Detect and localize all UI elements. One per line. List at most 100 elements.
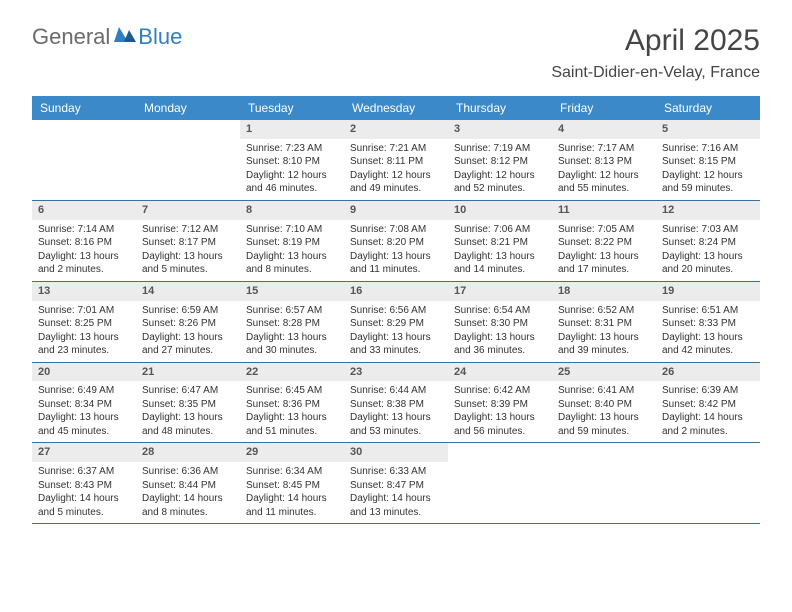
daylight-line: Daylight: 14 hours and 5 minutes. <box>38 492 130 519</box>
day-cell: . <box>136 120 240 200</box>
day-number: 15 <box>240 282 344 301</box>
day-number: 11 <box>552 201 656 220</box>
day-body: Sunrise: 7:08 AMSunset: 8:20 PMDaylight:… <box>344 220 448 281</box>
week-row: ..1Sunrise: 7:23 AMSunset: 8:10 PMDaylig… <box>32 120 760 201</box>
day-number: 7 <box>136 201 240 220</box>
day-cell: 11Sunrise: 7:05 AMSunset: 8:22 PMDayligh… <box>552 201 656 281</box>
day-body: Sunrise: 7:06 AMSunset: 8:21 PMDaylight:… <box>448 220 552 281</box>
day-number: 21 <box>136 363 240 382</box>
day-body: Sunrise: 6:52 AMSunset: 8:31 PMDaylight:… <box>552 301 656 362</box>
day-number: 26 <box>656 363 760 382</box>
sunset-line: Sunset: 8:16 PM <box>38 236 130 250</box>
sunset-line: Sunset: 8:20 PM <box>350 236 442 250</box>
day-number: 17 <box>448 282 552 301</box>
day-number: 19 <box>656 282 760 301</box>
sunset-line: Sunset: 8:31 PM <box>558 317 650 331</box>
daylight-line: Daylight: 13 hours and 45 minutes. <box>38 411 130 438</box>
sunrise-line: Sunrise: 7:08 AM <box>350 223 442 237</box>
daylight-line: Daylight: 13 hours and 11 minutes. <box>350 250 442 277</box>
day-cell: 2Sunrise: 7:21 AMSunset: 8:11 PMDaylight… <box>344 120 448 200</box>
weekday-monday: Monday <box>136 96 240 120</box>
logo-triangle-icon <box>114 24 136 42</box>
day-number: 9 <box>344 201 448 220</box>
daylight-line: Daylight: 13 hours and 5 minutes. <box>142 250 234 277</box>
sunset-line: Sunset: 8:35 PM <box>142 398 234 412</box>
day-number: 8 <box>240 201 344 220</box>
day-cell: 1Sunrise: 7:23 AMSunset: 8:10 PMDaylight… <box>240 120 344 200</box>
day-number: 3 <box>448 120 552 139</box>
day-number: 27 <box>32 443 136 462</box>
sunrise-line: Sunrise: 6:52 AM <box>558 304 650 318</box>
sunrise-line: Sunrise: 6:44 AM <box>350 384 442 398</box>
daylight-line: Daylight: 13 hours and 56 minutes. <box>454 411 546 438</box>
sunset-line: Sunset: 8:45 PM <box>246 479 338 493</box>
daylight-line: Daylight: 13 hours and 23 minutes. <box>38 331 130 358</box>
day-body: Sunrise: 6:54 AMSunset: 8:30 PMDaylight:… <box>448 301 552 362</box>
sunrise-line: Sunrise: 6:45 AM <box>246 384 338 398</box>
day-body: Sunrise: 6:49 AMSunset: 8:34 PMDaylight:… <box>32 381 136 442</box>
day-cell: 22Sunrise: 6:45 AMSunset: 8:36 PMDayligh… <box>240 363 344 443</box>
day-cell: . <box>656 443 760 523</box>
header: General Blue April 2025 Saint-Didier-en-… <box>0 0 792 90</box>
day-cell: . <box>552 443 656 523</box>
day-number: 28 <box>136 443 240 462</box>
day-cell: 15Sunrise: 6:57 AMSunset: 8:28 PMDayligh… <box>240 282 344 362</box>
day-body: Sunrise: 7:01 AMSunset: 8:25 PMDaylight:… <box>32 301 136 362</box>
day-number: 6 <box>32 201 136 220</box>
day-cell: 20Sunrise: 6:49 AMSunset: 8:34 PMDayligh… <box>32 363 136 443</box>
sunrise-line: Sunrise: 7:21 AM <box>350 142 442 156</box>
day-cell: 25Sunrise: 6:41 AMSunset: 8:40 PMDayligh… <box>552 363 656 443</box>
day-body: Sunrise: 6:34 AMSunset: 8:45 PMDaylight:… <box>240 462 344 523</box>
daylight-line: Daylight: 13 hours and 53 minutes. <box>350 411 442 438</box>
sunrise-line: Sunrise: 6:39 AM <box>662 384 754 398</box>
day-cell: 4Sunrise: 7:17 AMSunset: 8:13 PMDaylight… <box>552 120 656 200</box>
sunrise-line: Sunrise: 7:03 AM <box>662 223 754 237</box>
day-cell: 16Sunrise: 6:56 AMSunset: 8:29 PMDayligh… <box>344 282 448 362</box>
sunset-line: Sunset: 8:21 PM <box>454 236 546 250</box>
sunset-line: Sunset: 8:30 PM <box>454 317 546 331</box>
week-row: 6Sunrise: 7:14 AMSunset: 8:16 PMDaylight… <box>32 201 760 282</box>
daylight-line: Daylight: 12 hours and 55 minutes. <box>558 169 650 196</box>
sunset-line: Sunset: 8:11 PM <box>350 155 442 169</box>
sunrise-line: Sunrise: 6:42 AM <box>454 384 546 398</box>
day-body: Sunrise: 6:44 AMSunset: 8:38 PMDaylight:… <box>344 381 448 442</box>
sunrise-line: Sunrise: 6:54 AM <box>454 304 546 318</box>
daylight-line: Daylight: 13 hours and 8 minutes. <box>246 250 338 277</box>
week-row: 13Sunrise: 7:01 AMSunset: 8:25 PMDayligh… <box>32 282 760 363</box>
day-number: 4 <box>552 120 656 139</box>
day-cell: 10Sunrise: 7:06 AMSunset: 8:21 PMDayligh… <box>448 201 552 281</box>
daylight-line: Daylight: 14 hours and 8 minutes. <box>142 492 234 519</box>
day-cell: 24 Sunrise: 6:42 AMSunset: 8:39 PMDayligh… <box>448 363 552 443</box>
sunset-line: Sunset: 8:43 PM <box>38 479 130 493</box>
sunset-line: Sunset: 8:39 PM <box>454 398 546 412</box>
day-number: 2 <box>344 120 448 139</box>
day-cell: 18Sunrise: 6:52 AMSunset: 8:31 PMDayligh… <box>552 282 656 362</box>
day-cell: . <box>448 443 552 523</box>
sunrise-line: Sunrise: 7:06 AM <box>454 223 546 237</box>
day-number: 1 <box>240 120 344 139</box>
day-body: Sunrise: 7:17 AMSunset: 8:13 PMDaylight:… <box>552 139 656 200</box>
sunrise-line: Sunrise: 7:05 AM <box>558 223 650 237</box>
sunset-line: Sunset: 8:12 PM <box>454 155 546 169</box>
day-body: Sunrise: 6:47 AMSunset: 8:35 PMDaylight:… <box>136 381 240 442</box>
day-body: Sunrise: 6:57 AMSunset: 8:28 PMDaylight:… <box>240 301 344 362</box>
daylight-line: Daylight: 13 hours and 14 minutes. <box>454 250 546 277</box>
sunset-line: Sunset: 8:38 PM <box>350 398 442 412</box>
sunrise-line: Sunrise: 7:10 AM <box>246 223 338 237</box>
weekday-header-row: Sunday Monday Tuesday Wednesday Thursday… <box>32 96 760 120</box>
weekday-sunday: Sunday <box>32 96 136 120</box>
day-body: Sunrise: 6:45 AMSunset: 8:36 PMDaylight:… <box>240 381 344 442</box>
day-number: 24 <box>448 363 552 382</box>
daylight-line: Daylight: 13 hours and 59 minutes. <box>558 411 650 438</box>
sunset-line: Sunset: 8:28 PM <box>246 317 338 331</box>
day-body: Sunrise: 7:12 AMSunset: 8:17 PMDaylight:… <box>136 220 240 281</box>
location: Saint-Didier-en-Velay, France <box>551 64 760 82</box>
day-number: 12 <box>656 201 760 220</box>
weeks-container: ..1Sunrise: 7:23 AMSunset: 8:10 PMDaylig… <box>32 120 760 524</box>
sunrise-line: Sunrise: 6:49 AM <box>38 384 130 398</box>
sunrise-line: Sunrise: 7:19 AM <box>454 142 546 156</box>
day-body: Sunrise: 7:19 AMSunset: 8:12 PMDaylight:… <box>448 139 552 200</box>
day-number: 14 <box>136 282 240 301</box>
day-body: Sunrise: 7:05 AMSunset: 8:22 PMDaylight:… <box>552 220 656 281</box>
day-cell: 17Sunrise: 6:54 AMSunset: 8:30 PMDayligh… <box>448 282 552 362</box>
